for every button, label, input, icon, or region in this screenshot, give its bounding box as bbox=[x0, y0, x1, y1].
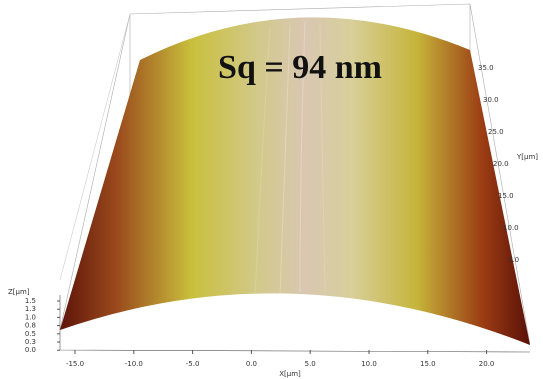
z-tick-label: 0.3 bbox=[25, 338, 36, 346]
z-axis-title: Z[µm] bbox=[8, 288, 30, 296]
x-axis-title: X[µm] bbox=[279, 370, 301, 378]
y-axis-title: Y[µm] bbox=[516, 153, 538, 161]
z-tick-label: 0.5 bbox=[25, 330, 36, 338]
z-tick-label: 0.8 bbox=[25, 322, 36, 330]
y-tick-label: 15.0 bbox=[498, 192, 514, 200]
y-tick-label: 10.0 bbox=[503, 224, 519, 232]
x-tick-label: -15.0 bbox=[66, 360, 84, 368]
x-tick-label: 0.0 bbox=[246, 360, 257, 368]
x-tick-label: -10.0 bbox=[125, 360, 143, 368]
z-tick-label: 1.5 bbox=[25, 297, 36, 305]
z-tick-label: 1.3 bbox=[25, 305, 36, 313]
surface-streaks bbox=[254, 21, 326, 299]
y-tick-label: 20.0 bbox=[493, 160, 509, 168]
surface bbox=[60, 17, 530, 345]
z-tick-label: 1.0 bbox=[25, 313, 36, 321]
x-tick-label: 20.0 bbox=[479, 360, 495, 368]
x-tick-label: 5.0 bbox=[305, 360, 316, 368]
y-tick-label: 35.0 bbox=[478, 64, 494, 72]
x-tick-label: -5.0 bbox=[186, 360, 200, 368]
z-tick-label: 0.0 bbox=[25, 346, 36, 354]
y-tick-label: 30.0 bbox=[483, 96, 499, 104]
x-tick-label: 10.0 bbox=[361, 360, 377, 368]
sq-annotation: Sq = 94 nm bbox=[218, 49, 382, 86]
y-tick-label: 25.0 bbox=[488, 128, 504, 136]
x-tick-label: 15.0 bbox=[420, 360, 436, 368]
y-tick-label: 5.0 bbox=[508, 256, 519, 264]
